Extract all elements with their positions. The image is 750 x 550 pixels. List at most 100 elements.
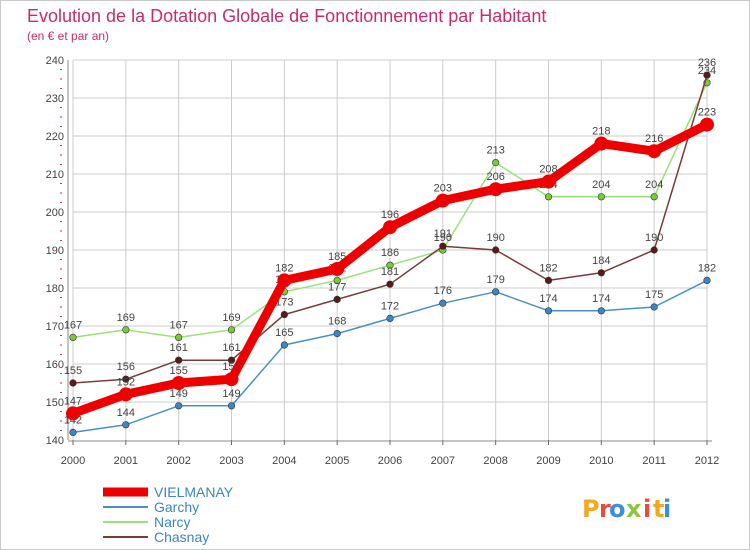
logo-letter: P bbox=[582, 495, 600, 523]
data-point-narcy bbox=[386, 261, 394, 269]
data-label: 213 bbox=[486, 145, 504, 157]
logo-letter: x bbox=[626, 495, 642, 523]
data-point-vielmanay bbox=[224, 372, 239, 387]
data-label: 206 bbox=[486, 171, 504, 183]
data-label: 174 bbox=[592, 293, 610, 305]
data-point-narcy bbox=[122, 326, 130, 334]
data-label: 190 bbox=[486, 232, 504, 244]
data-label: 144 bbox=[117, 407, 135, 419]
data-label: 182 bbox=[275, 262, 293, 274]
data-point-chasnay bbox=[492, 246, 500, 254]
data-point-vielmanay bbox=[488, 182, 503, 197]
data-point-vielmanay bbox=[541, 174, 556, 189]
data-label: 161 bbox=[222, 342, 240, 354]
data-point-chasnay bbox=[175, 356, 183, 364]
x-tick-label: 2000 bbox=[61, 455, 85, 467]
data-point-vielmanay bbox=[118, 387, 133, 402]
data-label: 167 bbox=[169, 319, 187, 331]
data-point-garchy bbox=[280, 341, 288, 349]
data-label: 155 bbox=[64, 365, 82, 377]
data-label: 177 bbox=[328, 281, 346, 293]
chart-title: Evolution de la Dotation Globale de Fonc… bbox=[27, 6, 546, 26]
data-point-narcy bbox=[597, 193, 605, 201]
data-label: 179 bbox=[486, 274, 504, 286]
data-point-chasnay bbox=[69, 379, 77, 387]
x-tick-label: 2003 bbox=[219, 455, 243, 467]
x-tick-label: 2005 bbox=[325, 455, 349, 467]
legend-label-narcy: Narcy bbox=[154, 514, 191, 530]
data-point-chasnay bbox=[333, 295, 341, 304]
data-point-narcy bbox=[333, 276, 341, 285]
data-point-garchy bbox=[69, 428, 77, 437]
data-point-chasnay bbox=[227, 356, 236, 364]
data-point-vielmanay bbox=[66, 406, 80, 421]
x-tick-label: 2012 bbox=[695, 455, 719, 467]
y-tick-label: 170 bbox=[46, 321, 64, 333]
data-label: 204 bbox=[592, 179, 610, 191]
logo-letter: o bbox=[609, 495, 626, 523]
data-label: 173 bbox=[275, 297, 293, 309]
data-point-chasnay bbox=[122, 375, 130, 383]
data-point-garchy bbox=[227, 402, 236, 410]
data-label: 208 bbox=[539, 164, 557, 176]
data-point-garchy bbox=[333, 330, 341, 338]
data-label: 169 bbox=[222, 312, 240, 324]
data-point-narcy bbox=[175, 333, 183, 342]
logo-letter: i bbox=[643, 495, 651, 523]
data-label: 155 bbox=[169, 365, 187, 377]
plot-area: 140 150 160 170 180 190 200 210 220 230 240 2000 200… bbox=[46, 55, 720, 467]
data-label: 149 bbox=[169, 388, 187, 400]
data-point-chasnay bbox=[280, 311, 288, 319]
x-tick-label: 2007 bbox=[431, 455, 455, 467]
data-label: 236 bbox=[698, 57, 716, 69]
data-label: 186 bbox=[381, 247, 399, 259]
data-point-chasnay bbox=[650, 246, 658, 254]
data-point-vielmanay bbox=[330, 262, 345, 276]
x-tick-label: 2002 bbox=[166, 455, 190, 467]
data-label: 161 bbox=[169, 342, 187, 354]
y-tick-label: 150 bbox=[46, 397, 64, 409]
data-label: 184 bbox=[592, 255, 610, 267]
data-label: 182 bbox=[539, 262, 557, 274]
data-label: 176 bbox=[434, 285, 452, 297]
chart-subtitle: (en € et par an) bbox=[27, 29, 109, 43]
logo-letter: t bbox=[653, 495, 664, 523]
data-point-garchy bbox=[122, 421, 130, 429]
data-point-vielmanay bbox=[647, 144, 662, 159]
data-point-chasnay bbox=[386, 280, 394, 288]
legend-label-vielmanay: VIELMANAY bbox=[154, 484, 234, 500]
data-point-chasnay bbox=[439, 242, 447, 250]
y-tick-label: 210 bbox=[46, 169, 64, 181]
data-point-garchy bbox=[544, 307, 553, 315]
data-point-garchy bbox=[175, 402, 183, 410]
legend-label-garchy: Garchy bbox=[154, 499, 199, 515]
x-tick-label: 2004 bbox=[272, 455, 296, 467]
x-tick-label: 2006 bbox=[378, 455, 402, 467]
data-label: 191 bbox=[434, 228, 452, 240]
data-label: 175 bbox=[645, 289, 663, 301]
logo-letter: i bbox=[663, 495, 671, 523]
data-point-chasnay bbox=[703, 71, 711, 79]
y-tick-label: 190 bbox=[46, 245, 64, 257]
data-label: 156 bbox=[222, 361, 240, 373]
data-label: 181 bbox=[381, 266, 399, 278]
data-label: 174 bbox=[539, 293, 557, 305]
data-label: 168 bbox=[328, 316, 346, 328]
x-tick-label: 2011 bbox=[642, 455, 666, 467]
x-tick-label: 2010 bbox=[589, 455, 613, 467]
data-label: 216 bbox=[645, 133, 663, 145]
y-tick-label: 240 bbox=[46, 55, 64, 67]
y-tick-label: 180 bbox=[46, 283, 64, 295]
x-tick-label: 2008 bbox=[483, 455, 507, 467]
data-point-garchy bbox=[439, 299, 447, 307]
data-point-chasnay bbox=[544, 276, 553, 285]
data-label: 190 bbox=[645, 232, 663, 244]
x-tick-label: 2009 bbox=[536, 455, 560, 467]
data-point-vielmanay bbox=[277, 273, 292, 288]
data-point-narcy bbox=[227, 326, 236, 334]
data-point-narcy bbox=[492, 159, 500, 167]
data-label: 204 bbox=[645, 179, 663, 191]
